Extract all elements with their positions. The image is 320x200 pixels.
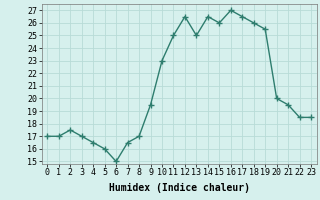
X-axis label: Humidex (Indice chaleur): Humidex (Indice chaleur) [109, 183, 250, 193]
